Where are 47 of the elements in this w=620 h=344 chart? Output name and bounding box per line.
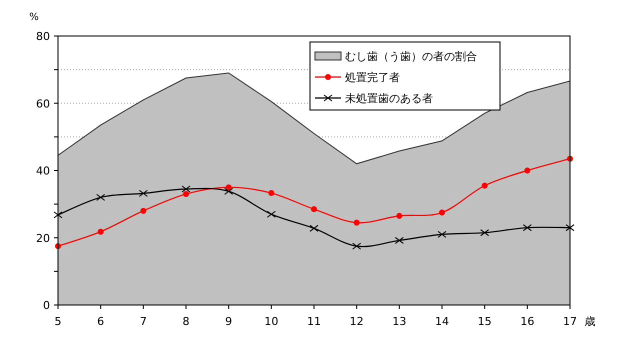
point bbox=[480, 229, 490, 236]
x-tick-label: 14 bbox=[435, 315, 449, 328]
legend-label: 未処置歯のある者 bbox=[345, 92, 433, 105]
y-tick-label: 80 bbox=[36, 30, 50, 43]
point bbox=[224, 188, 234, 195]
x-tick-label: 7 bbox=[140, 315, 147, 328]
point bbox=[522, 224, 532, 232]
x-tick-label: 16 bbox=[520, 315, 534, 328]
x-tick-label: 9 bbox=[225, 315, 232, 328]
point bbox=[524, 168, 530, 174]
x-axis-title: 歳 bbox=[584, 315, 596, 328]
y-tick-label: 40 bbox=[36, 164, 50, 178]
point bbox=[268, 190, 274, 196]
point bbox=[182, 185, 190, 192]
point bbox=[96, 194, 106, 201]
point bbox=[482, 182, 488, 189]
point bbox=[98, 228, 104, 235]
x-tick-label: 5 bbox=[54, 315, 62, 328]
x-tick-label: 15 bbox=[478, 315, 492, 328]
x-tick-label: 10 bbox=[264, 315, 278, 328]
point bbox=[566, 224, 574, 232]
x-tick-label: 8 bbox=[182, 315, 190, 328]
point bbox=[54, 211, 62, 218]
point bbox=[226, 184, 232, 190]
point bbox=[438, 230, 446, 238]
point bbox=[352, 242, 362, 250]
x-tick-label: 11 bbox=[307, 315, 321, 328]
x-tick-label: 12 bbox=[350, 315, 364, 328]
point bbox=[138, 190, 148, 197]
x-tick-label: 17 bbox=[563, 315, 577, 328]
point bbox=[439, 210, 445, 216]
legend-label: 処置完了者 bbox=[345, 71, 400, 84]
y-tick-label: 60 bbox=[36, 97, 50, 110]
y-axis-title: % bbox=[29, 12, 39, 23]
point bbox=[140, 208, 146, 214]
point bbox=[354, 220, 360, 226]
y-tick-label: 20 bbox=[36, 232, 50, 245]
x-tick-label: 6 bbox=[97, 315, 104, 328]
legend-label: むし歯（う歯）の者の割合 bbox=[345, 50, 477, 63]
y-tick-label: 0 bbox=[43, 299, 50, 312]
point bbox=[183, 191, 189, 198]
point bbox=[266, 210, 276, 218]
point bbox=[310, 224, 318, 232]
x-tick-label: 13 bbox=[392, 315, 406, 328]
point bbox=[396, 212, 402, 219]
point bbox=[311, 206, 317, 212]
point bbox=[394, 236, 404, 244]
